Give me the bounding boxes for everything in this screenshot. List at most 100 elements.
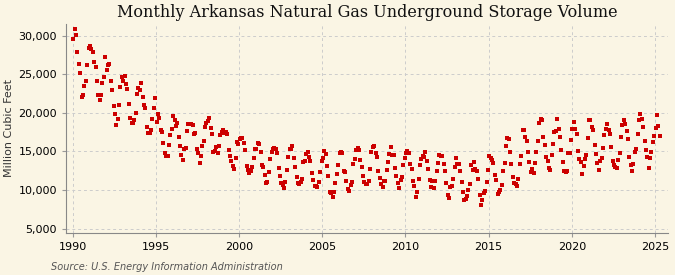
Point [345,183,356,188]
Point [639,138,650,143]
Point [86,47,97,51]
Point [103,62,113,67]
Point [608,159,618,164]
Point [266,150,277,155]
Point [451,156,462,160]
Point [543,166,554,170]
Point [254,142,265,146]
Point [197,144,208,148]
Point [369,144,379,149]
Point [487,158,497,162]
Point [587,125,597,130]
Point [383,159,394,164]
Point [125,116,136,120]
Point [262,180,273,185]
Point [555,134,566,139]
Point [344,189,354,193]
Point [575,160,586,164]
Point [175,144,186,148]
Point [360,182,371,187]
Point [521,139,532,143]
Point [317,155,328,160]
Point [400,156,410,160]
Point [331,172,342,176]
Point [284,146,295,151]
Point [556,148,567,153]
Point [100,55,111,59]
Point [417,154,428,158]
Point [288,156,299,160]
Point [178,158,188,163]
Point [118,79,129,83]
Point [597,145,608,150]
Point [326,191,337,195]
Point [479,191,489,196]
Point [558,160,568,164]
Point [435,154,446,159]
Point [335,150,346,154]
Point [437,154,448,158]
Point [79,83,90,88]
Point [546,153,557,157]
Point [121,82,132,86]
Point [513,177,524,181]
Point [609,163,620,167]
Point [261,181,271,186]
Point [337,151,348,156]
Point [176,153,187,158]
Point [495,188,506,192]
Point [238,141,249,145]
Point [605,131,616,136]
Point [581,152,592,157]
Point [97,81,108,86]
Point [309,184,320,188]
Point [650,126,661,130]
Point [151,120,162,124]
Point [562,169,572,173]
Point [172,121,183,125]
Point [542,159,553,163]
Point [634,117,645,122]
Point [367,145,378,150]
Point [209,148,220,153]
Point [169,118,180,122]
Point [643,166,654,170]
Point [635,112,646,116]
Point [276,181,287,185]
Point [505,150,516,154]
Point [84,44,95,48]
Point [467,167,478,172]
Point [240,148,250,153]
Point [641,148,651,152]
Point [150,96,161,100]
Point [533,139,543,143]
Point [90,65,101,70]
Point [468,160,479,164]
Point [427,179,438,183]
Point [632,132,643,136]
Point [463,188,474,192]
Point [630,150,641,155]
Point [595,159,605,164]
Point [501,144,512,148]
Point [412,190,423,194]
Point [255,150,266,155]
Point [272,150,283,155]
Point [406,167,417,172]
Point [508,175,518,179]
Point [646,150,657,154]
Point [304,155,315,160]
Point [610,165,621,169]
Point [534,121,545,125]
Point [366,150,377,155]
Point [614,151,625,155]
Point [296,179,306,184]
Point [454,162,464,167]
Point [298,160,309,164]
Point [290,165,300,169]
Point [233,142,244,146]
Point [186,122,196,126]
Point [87,50,98,54]
Point [373,169,384,173]
Point [271,147,281,151]
